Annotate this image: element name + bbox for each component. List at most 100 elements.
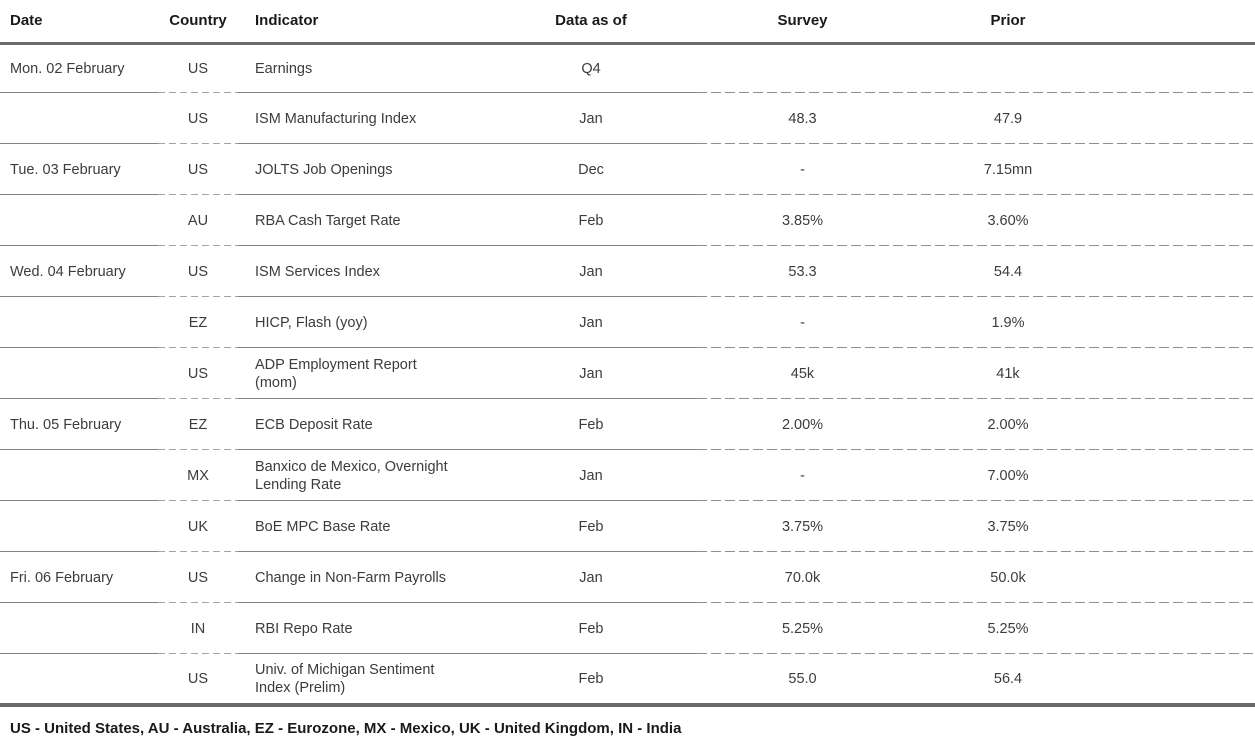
cell-date: Tue. 03 February — [10, 161, 121, 178]
cell-date — [0, 195, 158, 246]
cell-prior: 47.9 — [993, 110, 1023, 127]
cell-indicator: Banxico de Mexico, Overnight Lending Rat… — [255, 458, 448, 493]
cell-indicator: Univ. of Michigan Sentiment Index (Preli… — [255, 661, 435, 696]
cell-survey: - — [800, 161, 805, 178]
cell-date — [0, 93, 158, 144]
cell-prior: 2.00% — [987, 416, 1029, 433]
cell-country: EZ — [188, 314, 208, 331]
cell-indicator: RBA Cash Target Rate — [255, 212, 401, 229]
cell-prior: 7.00% — [987, 467, 1029, 484]
table-row: UK BoE MPC Base Rate Feb 3.75% 3.75% — [0, 501, 1255, 552]
cell-survey: 2.00% — [781, 416, 824, 433]
cell-survey: 3.75% — [781, 518, 824, 535]
cell-indicator: JOLTS Job Openings — [255, 161, 393, 178]
cell-date — [0, 654, 158, 703]
cell-prior: 50.0k — [990, 569, 1026, 586]
cell-prior: 1.9% — [991, 314, 1025, 331]
cell-country: AU — [187, 212, 209, 229]
cell-country: US — [187, 569, 209, 586]
table-row: EZ HICP, Flash (yoy) Jan - 1.9% — [0, 297, 1255, 348]
cell-date — [0, 450, 158, 501]
cell-date: Fri. 06 February — [10, 569, 114, 586]
cell-indicator: Change in Non-Farm Payrolls — [255, 569, 446, 586]
table-body: Mon. 02 February US Earnings Q4 US ISM M… — [0, 45, 1255, 703]
cell-data-as-of: Dec — [578, 161, 604, 178]
cell-prior — [908, 45, 1108, 93]
cell-indicator: RBI Repo Rate — [255, 620, 353, 637]
cell-country: US — [187, 365, 209, 382]
cell-data-as-of: Jan — [579, 467, 603, 484]
cell-data-as-of: Jan — [579, 263, 603, 280]
cell-country: UK — [187, 518, 209, 535]
cell-data-as-of: Jan — [579, 569, 603, 586]
cell-date — [0, 348, 158, 399]
header-survey: Survey — [777, 12, 828, 29]
table-row: Fri. 06 February US Change in Non-Farm P… — [0, 552, 1255, 603]
cell-survey: 70.0k — [784, 569, 821, 586]
cell-data-as-of: Feb — [578, 518, 604, 535]
cell-survey: 45k — [790, 365, 815, 382]
cell-survey: - — [800, 314, 805, 331]
cell-country: EZ — [188, 416, 208, 433]
country-legend-footnote: US - United States, AU - Australia, EZ -… — [10, 720, 682, 737]
header-data-as-of: Data as of — [555, 12, 627, 29]
table-row: US ISM Manufacturing Index Jan 48.3 47.9 — [0, 93, 1255, 144]
cell-country: IN — [190, 620, 206, 637]
cell-date — [0, 603, 158, 654]
cell-indicator: ADP Employment Report (mom) — [255, 356, 417, 391]
cell-survey: 5.25% — [781, 620, 824, 637]
table-row: US Univ. of Michigan Sentiment Index (Pr… — [0, 654, 1255, 703]
cell-data-as-of: Feb — [578, 416, 604, 433]
cell-date: Wed. 04 February — [10, 263, 126, 280]
cell-date: Thu. 05 February — [10, 416, 122, 433]
cell-survey — [697, 45, 908, 93]
table-row: Tue. 03 February US JOLTS Job Openings D… — [0, 144, 1255, 195]
cell-prior: 7.15mn — [983, 161, 1033, 178]
table-row: Thu. 05 February EZ ECB Deposit Rate Feb… — [0, 399, 1255, 450]
cell-indicator: HICP, Flash (yoy) — [255, 314, 368, 331]
cell-data-as-of: Feb — [578, 212, 604, 229]
cell-country: US — [187, 61, 209, 77]
cell-indicator: BoE MPC Base Rate — [255, 518, 391, 535]
cell-data-as-of: Jan — [579, 110, 603, 127]
cell-prior: 5.25% — [987, 620, 1029, 637]
cell-prior: 41k — [996, 365, 1020, 382]
header-date: Date — [10, 12, 43, 29]
cell-country: MX — [187, 467, 209, 484]
table-bottom-rule — [0, 703, 1255, 707]
cell-country: US — [187, 110, 209, 127]
cell-prior: 3.60% — [987, 212, 1029, 229]
cell-data-as-of: Feb — [578, 670, 604, 687]
cell-data-as-of: Jan — [579, 314, 603, 331]
cell-indicator: ISM Manufacturing Index — [255, 110, 417, 127]
cell-survey: 55.0 — [788, 670, 817, 687]
cell-data-as-of: Q4 — [581, 61, 601, 77]
header-spacer — [1108, 0, 1255, 42]
cell-date — [0, 297, 158, 348]
cell-prior: 3.75% — [987, 518, 1029, 535]
cell-country: US — [187, 161, 209, 178]
cell-country: US — [187, 263, 209, 280]
table-header: Date Country Indicator Data as of Survey… — [0, 0, 1255, 45]
cell-data-as-of: Jan — [579, 365, 603, 382]
header-indicator: Indicator — [255, 12, 319, 29]
cell-country: US — [187, 670, 209, 687]
table-row: US ADP Employment Report (mom) Jan 45k 4… — [0, 348, 1255, 399]
cell-survey: 53.3 — [788, 263, 817, 280]
header-country: Country — [169, 12, 227, 29]
cell-prior: 56.4 — [993, 670, 1023, 687]
table-row: AU RBA Cash Target Rate Feb 3.85% 3.60% — [0, 195, 1255, 246]
cell-survey: 3.85% — [781, 212, 824, 229]
cell-indicator: Earnings — [255, 61, 313, 77]
cell-prior: 54.4 — [993, 263, 1023, 280]
table-row: IN RBI Repo Rate Feb 5.25% 5.25% — [0, 603, 1255, 654]
cell-survey: 48.3 — [788, 110, 817, 127]
cell-data-as-of: Feb — [578, 620, 604, 637]
table-row: Wed. 04 February US ISM Services Index J… — [0, 246, 1255, 297]
cell-survey: - — [800, 467, 805, 484]
cell-indicator: ISM Services Index — [255, 263, 380, 280]
table-row: MX Banxico de Mexico, Overnight Lending … — [0, 450, 1255, 501]
header-prior: Prior — [990, 12, 1026, 29]
cell-indicator: ECB Deposit Rate — [255, 416, 373, 433]
